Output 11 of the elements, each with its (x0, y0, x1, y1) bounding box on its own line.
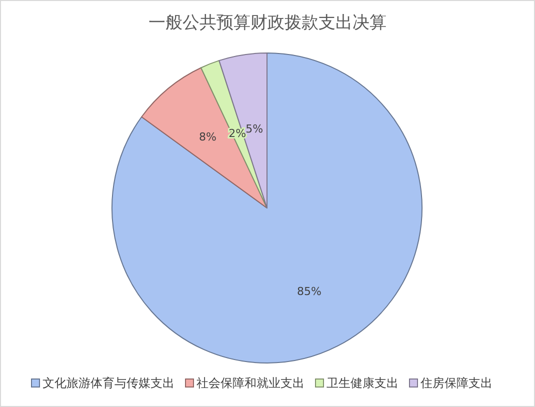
data-label: 5% (246, 122, 264, 136)
pie-slice (141, 67, 268, 208)
data-label: 8% (198, 130, 216, 144)
legend-label: 住房保障支出 (420, 376, 492, 390)
chart-title: 一般公共预算财政拨款支出决算 (148, 13, 386, 33)
legend-label: 社会保障和就业支出 (196, 376, 304, 390)
pie-slice (218, 52, 268, 208)
data-label: 85% (296, 284, 322, 298)
legend-label: 卫生健康支出 (326, 376, 398, 390)
legend-label: 文化旅游体育与传媒支出 (42, 376, 174, 390)
pie-slice (112, 52, 422, 364)
